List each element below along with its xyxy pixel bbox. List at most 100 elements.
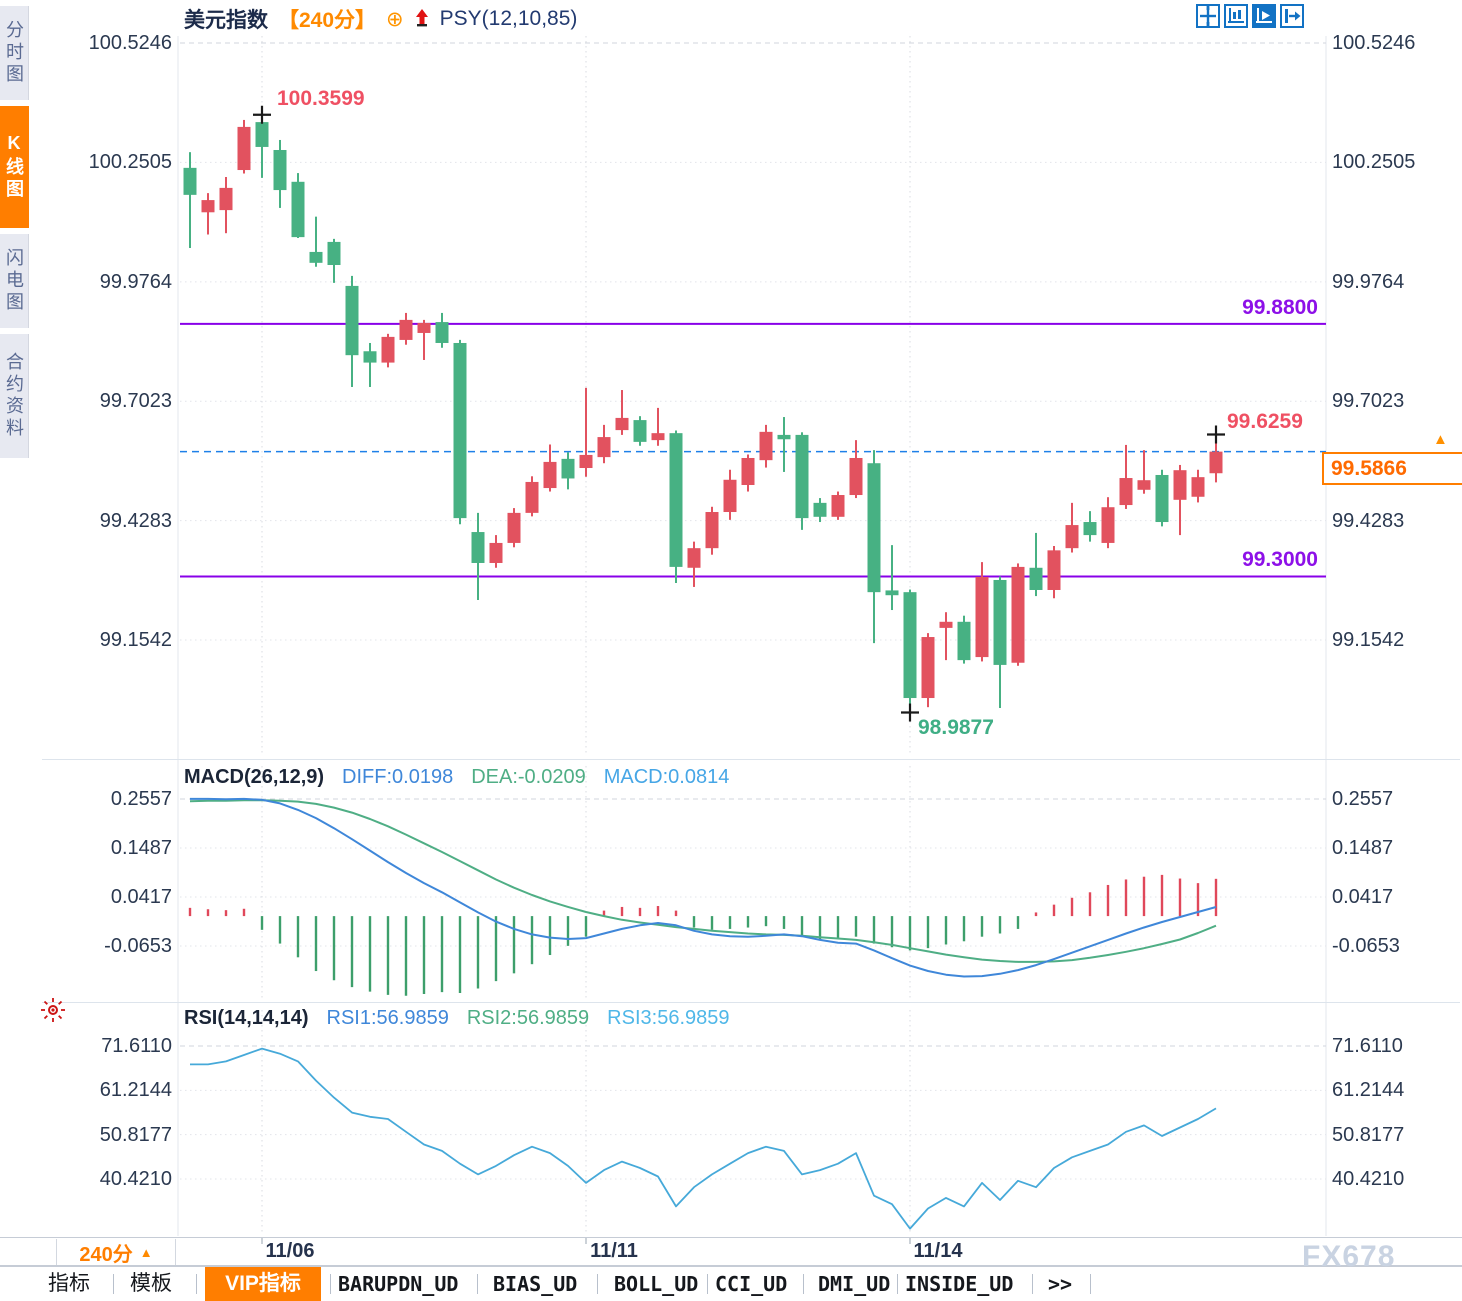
candle: [1083, 522, 1097, 536]
candle: [561, 458, 575, 479]
tab-separator: [897, 1274, 898, 1294]
tab-separator: [1090, 1274, 1091, 1294]
resistance-line-label: 99.8800: [1242, 296, 1318, 319]
psy-arrow-icon: [414, 8, 430, 30]
axis-tick-label: 100.5246: [88, 32, 172, 54]
candle: [471, 532, 485, 563]
candle: [885, 590, 899, 596]
macd-macd-value: MACD:0.0814: [603, 766, 730, 788]
symbol-title: 美元指数: [184, 9, 268, 32]
indicator-tab-[interactable]: 指标: [48, 1272, 90, 1295]
overlay-indicator-label: PSY(12,10,85): [439, 7, 578, 30]
rsi1-value: RSI1:56.9859: [326, 1007, 449, 1029]
candle: [453, 342, 467, 519]
candle: [489, 542, 503, 563]
tab-separator: [597, 1274, 598, 1294]
axis-tick-label: 99.1542: [99, 629, 172, 651]
watermark: FX678: [1302, 1240, 1396, 1273]
chart-header: 美元指数 【240分】 ⊕ PSY(12,10,85): [184, 5, 577, 33]
sidebar-tab-3[interactable]: 闪电图: [0, 234, 29, 328]
date-label: 11/14: [913, 1240, 963, 1262]
axis-tick-label: 50.8177: [99, 1123, 172, 1146]
candle: [975, 576, 989, 658]
indicator-settings-icon[interactable]: [40, 997, 66, 1028]
candle: [345, 285, 359, 356]
candle: [651, 433, 665, 441]
indicator-tab-bar: 指标 模板 VIP指标 BARUPDN_UD BIAS_UD BOLL_UD CCI_UD D…: [0, 1266, 1462, 1301]
candle: [921, 637, 935, 699]
support-line-label: 99.3000: [1242, 548, 1318, 571]
candle: [669, 433, 683, 567]
tab-separator: [477, 1274, 478, 1294]
axis-tick-label: 61.2144: [1332, 1079, 1405, 1102]
indicator-tab-[interactable]: >>: [1048, 1272, 1073, 1296]
indicator-tab-inside_ud[interactable]: INSIDE_UD: [905, 1272, 1014, 1296]
candle: [741, 457, 755, 485]
indicator-tab-barupdn_ud[interactable]: BARUPDN_UD: [338, 1272, 459, 1296]
current-price-badge: 99.5866: [1322, 452, 1462, 485]
tab-separator: [803, 1274, 804, 1294]
tab-separator: [196, 1274, 197, 1294]
indicator-tab-[interactable]: 模板: [130, 1272, 172, 1295]
candle: [723, 479, 737, 513]
axis-tick-label: 0.2557: [1332, 788, 1394, 810]
tab-separator: [707, 1274, 708, 1294]
add-indicator-icon[interactable]: ⊕: [386, 7, 404, 31]
chart-toolbar: [1196, 4, 1304, 28]
rsi-title: RSI(14,14,14): [184, 1007, 309, 1029]
tab-separator: [113, 1274, 114, 1294]
axis-tick-label: 0.2557: [110, 788, 172, 810]
axis-tick-label: 99.7023: [99, 390, 172, 413]
candle: [399, 319, 413, 340]
candle: [957, 621, 971, 661]
candle: [1047, 550, 1061, 590]
axis-tick-label: 0.0417: [110, 886, 172, 908]
crosshair-move-icon[interactable]: [1196, 4, 1220, 28]
candle: [615, 417, 629, 431]
period-dropdown-arrow-icon: ▲: [139, 1244, 153, 1260]
candle: [759, 431, 773, 461]
period-selector[interactable]: 240分 ▲: [56, 1239, 176, 1266]
candle: [201, 200, 215, 213]
sidebar-tab-1[interactable]: 分时图: [0, 6, 29, 100]
axis-tick-label: 0.1487: [110, 837, 172, 859]
candle: [1011, 566, 1025, 663]
axis-tick-label: 71.6110: [1332, 1035, 1403, 1057]
indicator-tab-dmi_ud[interactable]: DMI_UD: [818, 1272, 891, 1296]
indicator-tab-vip[interactable]: VIP指标: [205, 1267, 321, 1301]
candle: [237, 126, 251, 171]
axis-play-icon[interactable]: [1252, 4, 1276, 28]
candle: [777, 434, 791, 440]
period-tag[interactable]: 【240分】: [278, 9, 377, 32]
indicator-tab-cci_ud[interactable]: CCI_UD: [715, 1272, 788, 1296]
candle: [507, 512, 521, 543]
axis-tick-label: 0.1487: [1332, 837, 1394, 859]
candle: [219, 187, 233, 211]
candle: [327, 241, 341, 266]
export-chart-icon[interactable]: [1280, 4, 1304, 28]
axis-tick-label: 99.9764: [1332, 270, 1405, 293]
axis-scale-icon[interactable]: [1224, 4, 1248, 28]
axis-tick-label: 99.4283: [1332, 509, 1405, 532]
candle: [183, 167, 197, 195]
indicator-tab-boll_ud[interactable]: BOLL_UD: [614, 1272, 699, 1296]
rsi3-value: RSI3:56.9859: [607, 1007, 730, 1029]
candle: [597, 437, 611, 458]
period-label: 240分: [79, 1243, 133, 1266]
candle: [1101, 507, 1115, 543]
candle: [363, 351, 377, 363]
candle: [273, 149, 287, 191]
indicator-tab-bias_ud[interactable]: BIAS_UD: [493, 1272, 578, 1296]
axis-tick-label: 100.2505: [88, 151, 172, 174]
sidebar-tab-4[interactable]: 合约资料: [0, 334, 29, 458]
sidebar-tab-2[interactable]: K线图: [0, 106, 29, 228]
axis-tick-label: -0.0653: [1332, 935, 1400, 957]
macd-label-row: MACD(26,12,9) DIFF:0.0198 DEA:-0.0209 MA…: [184, 766, 729, 789]
candle: [795, 434, 809, 519]
candle: [1209, 451, 1223, 474]
candle: [1119, 478, 1133, 506]
candle: [543, 461, 557, 489]
candle: [1137, 480, 1151, 490]
